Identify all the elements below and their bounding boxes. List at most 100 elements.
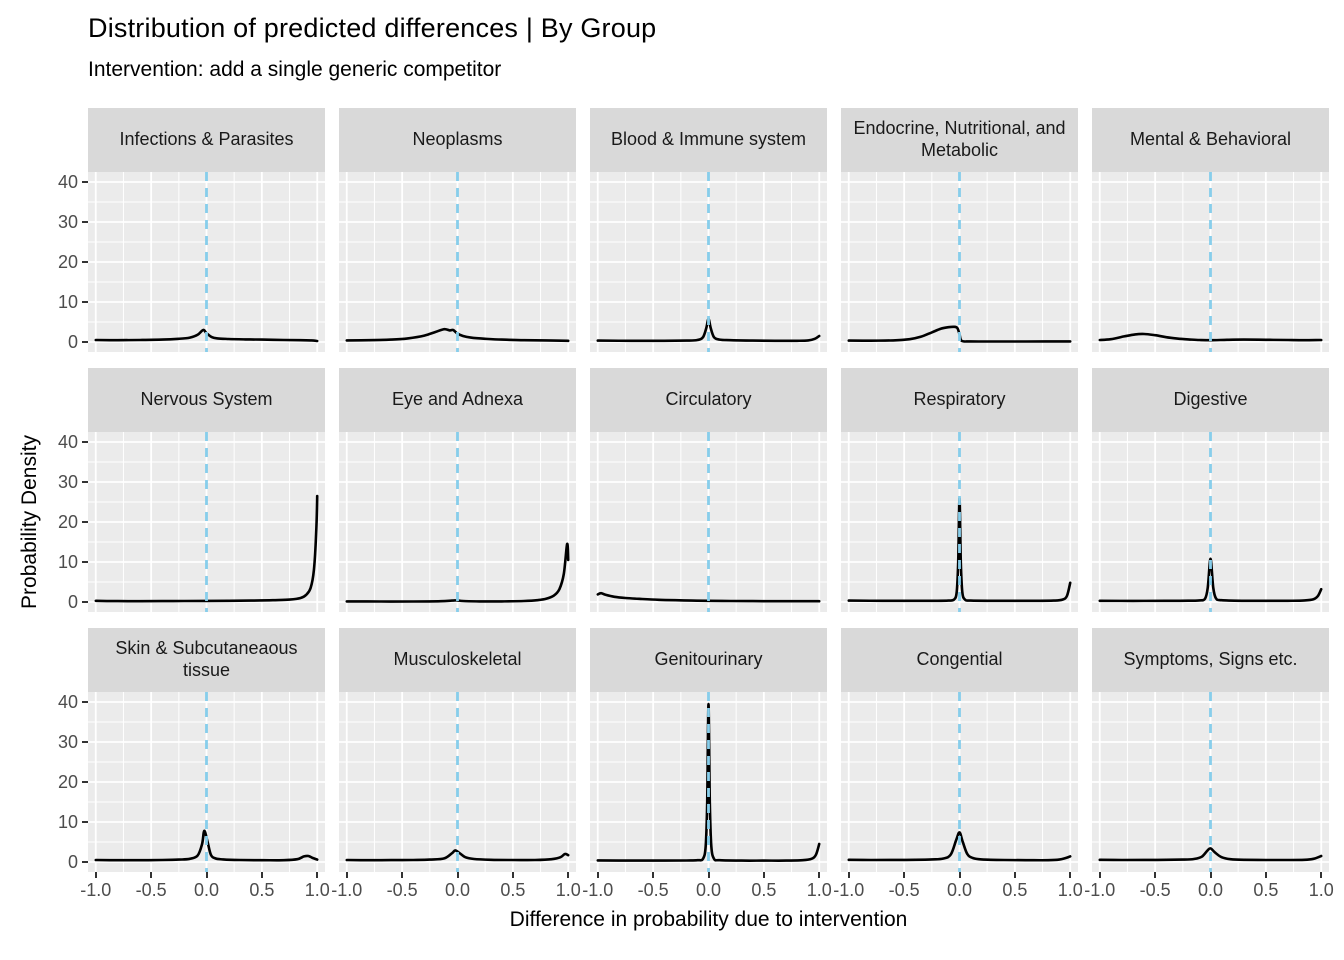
facet-strip-label: Endocrine, Nutritional, and Metabolic [853,118,1066,160]
facet-plot [841,692,1078,872]
x-axis-tick-label: 0.0 [695,880,722,900]
density-curve [596,591,821,603]
facet-panel: Circulatory [590,368,827,612]
facet-strip: Neoplasms [339,108,576,172]
x-axis-tick-mark [511,872,514,878]
facet-panel: Skin & Subcutaneaous tissue [88,628,325,872]
major-gridlines [88,172,325,352]
y-axis-tick-mark [82,561,88,563]
y-axis-tick-label: 30 [57,212,78,232]
y-axis-tick-mark [82,261,88,263]
major-gridlines [1092,692,1329,872]
x-axis-tick-label: 0.0 [444,880,471,900]
facet-strip: Genitourinary [590,628,827,692]
x-axis-tick-mark [94,872,97,878]
density-curve [596,702,821,862]
x-axis-tick-label: -1.0 [582,880,614,900]
y-axis-tick-mark [82,701,88,703]
facet-strip-label: Respiratory [913,389,1006,410]
x-axis-tick-mark [847,872,850,878]
y-axis-tick-label: 20 [57,512,78,532]
chart-subtitle: Intervention: add a single generic compe… [88,58,502,81]
y-axis-tick-label: 20 [57,252,78,272]
x-axis-tick-label: -0.5 [888,880,920,900]
x-axis-tick-label: 1.0 [806,880,832,900]
x-axis-tick-mark [401,872,404,878]
facet-plot [339,432,576,612]
x-axis-tick-mark [762,872,765,878]
x-axis-tick-mark [205,872,208,878]
y-axis-tick-mark [82,441,88,443]
x-axis-tick-mark [903,872,906,878]
x-axis-tick-mark [456,872,459,878]
facet-plot [841,432,1078,612]
facet-plot [88,432,325,612]
facet-strip: Blood & Immune system [590,108,827,172]
density-curve [345,542,570,603]
y-axis-tick-label: 10 [57,552,78,572]
x-axis-tick-label: 0.5 [249,880,275,900]
x-axis-tick-label: 0.0 [1197,880,1224,900]
facet-panel: Respiratory [841,368,1078,612]
x-axis-tick-label: -0.5 [637,880,669,900]
x-axis-tick-label: -1.0 [80,880,112,900]
x-axis-tick-label: -1.0 [331,880,363,900]
density-curve [1098,557,1323,603]
y-axis-tick-mark [82,741,88,743]
facet-strip-label: Congential [916,649,1003,670]
y-axis-tick-label: 40 [57,432,78,452]
facet-panel: Congential [841,628,1078,872]
y-axis-tick-mark [82,521,88,523]
y-axis-tick-label: 10 [57,812,78,832]
x-axis-tick-label: 1.0 [304,880,330,900]
facet-plot [339,692,576,872]
facet-panel: Eye and Adnexa [339,368,576,612]
x-axis-tick-mark [1209,872,1212,878]
facet-strip-label: Genitourinary [654,649,763,670]
x-axis-title: Difference in probability due to interve… [509,908,908,931]
facet-plot [590,172,827,352]
facet-strip: Skin & Subcutaneaous tissue [88,628,325,692]
facet-strip-label: Skin & Subcutaneaous tissue [115,638,298,680]
facet-plot [841,172,1078,352]
facet-strip: Nervous System [88,368,325,432]
x-axis-tick-mark [707,872,710,878]
density-curve [345,849,570,862]
y-axis-tick-label: 20 [57,772,78,792]
y-axis-tick-label: 30 [57,732,78,752]
x-axis-tick-label: 1.0 [555,880,581,900]
x-axis-tick-label: -0.5 [135,880,167,900]
facet-panel: Nervous System [88,368,325,612]
major-gridlines [1092,432,1329,612]
density-curve [94,494,319,603]
y-axis-tick-label: 40 [57,172,78,192]
density-curve [847,831,1072,862]
facet-strip: Digestive [1092,368,1329,432]
x-axis-tick-mark [818,872,821,878]
facet-plot [88,692,325,872]
density-curve [596,317,821,343]
x-axis-tick-mark [1264,872,1267,878]
x-axis-tick-mark [1320,872,1323,878]
x-axis-tick-label: -1.0 [1084,880,1116,900]
y-axis-tick-mark [82,181,88,183]
x-axis-tick-label: 0.0 [193,880,220,900]
facet-strip-label: Nervous System [140,389,273,410]
x-axis-tick-label: 0.5 [1002,880,1028,900]
y-axis-tick-mark [82,301,88,303]
y-axis-tick-label: 10 [57,292,78,312]
facet-plot [590,692,827,872]
facet-strip: Musculoskeletal [339,628,576,692]
facet-plot [339,172,576,352]
facet-panel: Symptoms, Signs etc. [1092,628,1329,872]
density-curve [1098,847,1323,862]
y-axis-tick-mark [82,781,88,783]
facet-panel: Genitourinary [590,628,827,872]
facet-strip: Eye and Adnexa [339,368,576,432]
facet-plot [88,172,325,352]
x-axis-tick-label: -0.5 [386,880,418,900]
x-axis-tick-label: 0.5 [751,880,777,900]
facet-panel: Endocrine, Nutritional, and Metabolic [841,108,1078,352]
y-axis-tick-label: 0 [67,592,78,612]
x-axis-tick-mark [345,872,348,878]
